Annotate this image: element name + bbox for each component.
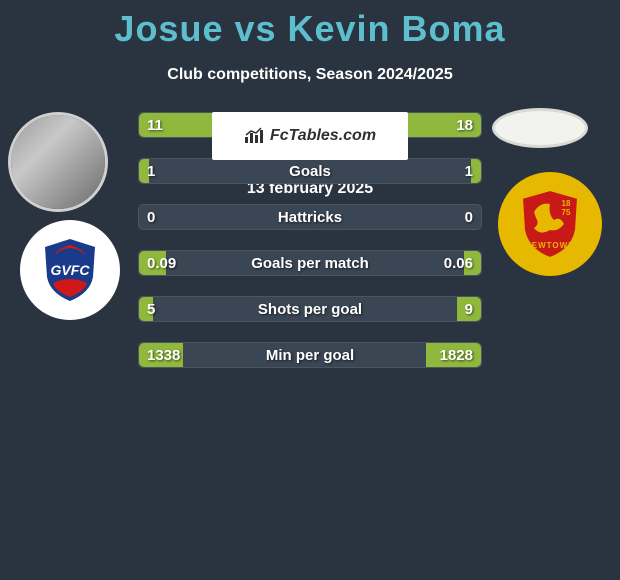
stat-row: 1338Min per goal1828 — [138, 342, 482, 368]
stat-value-right: 1828 — [440, 343, 473, 367]
player-left-photo — [8, 112, 108, 212]
player-right-club-logo: 18 75 NEWTOWN — [498, 172, 602, 276]
stat-label: Goals — [139, 159, 481, 183]
stat-value-right: 1 — [465, 159, 473, 183]
svg-text:18: 18 — [562, 199, 571, 208]
stat-row: 0.09Goals per match0.06 — [138, 250, 482, 276]
stat-value-right: 0.06 — [444, 251, 473, 275]
stat-row: 5Shots per goal9 — [138, 296, 482, 322]
svg-text:75: 75 — [562, 208, 571, 217]
stat-value-right: 18 — [456, 113, 473, 137]
fctables-badge: FcTables.com — [212, 112, 408, 160]
svg-text:GVFC: GVFC — [51, 262, 91, 278]
stat-value-right: 9 — [465, 297, 473, 321]
fctables-label: FcTables.com — [270, 127, 376, 145]
player-left-club-logo: GVFC — [20, 220, 120, 320]
stat-row: 0Hattricks0 — [138, 204, 482, 230]
stat-label: Goals per match — [139, 251, 481, 275]
subtitle: Club competitions, Season 2024/2025 — [0, 66, 620, 84]
stat-label: Hattricks — [139, 205, 481, 229]
chart-icon — [244, 127, 264, 145]
svg-text:NEWTOWN: NEWTOWN — [525, 241, 575, 250]
stat-row: 1Goals1 — [138, 158, 482, 184]
player-right-photo — [492, 108, 588, 148]
stat-label: Min per goal — [139, 343, 481, 367]
stat-label: Shots per goal — [139, 297, 481, 321]
stat-value-right: 0 — [465, 205, 473, 229]
page-title: Josue vs Kevin Boma — [0, 0, 620, 50]
